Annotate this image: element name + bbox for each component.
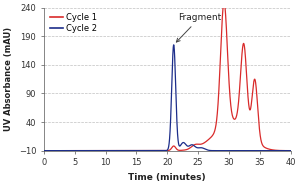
- Y-axis label: UV Absorbance (mAU): UV Absorbance (mAU): [4, 27, 13, 131]
- X-axis label: Time (minutes): Time (minutes): [128, 173, 206, 182]
- Text: Fragment: Fragment: [176, 13, 222, 42]
- Legend: Cycle 1, Cycle 2: Cycle 1, Cycle 2: [50, 13, 97, 33]
